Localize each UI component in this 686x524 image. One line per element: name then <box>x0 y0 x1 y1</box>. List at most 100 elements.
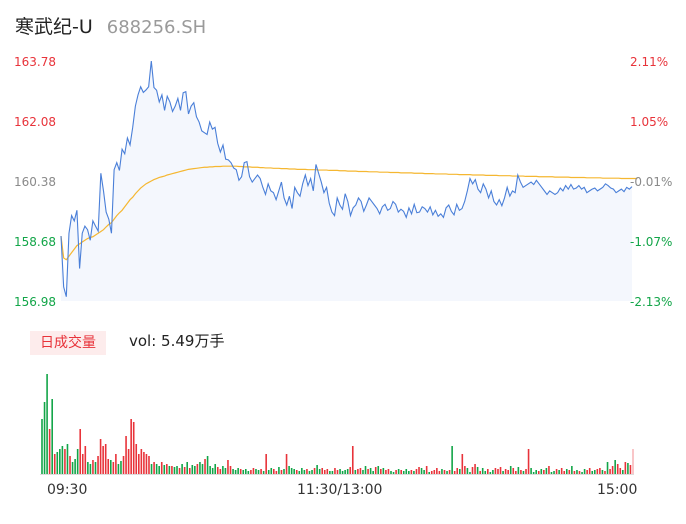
volume-bar <box>224 468 227 474</box>
volume-bar <box>104 444 107 474</box>
y-right-tick-2: -0.01% <box>630 175 673 189</box>
y-right-tick-0: 2.11% <box>630 55 669 69</box>
volume-bar <box>487 469 489 474</box>
volume-bar <box>464 466 466 474</box>
volume-bar <box>48 429 51 474</box>
volume-bar <box>622 470 624 474</box>
volume-bar <box>593 470 596 474</box>
volume-bar <box>252 468 255 474</box>
volume-bar <box>471 467 474 474</box>
volume-bar <box>555 469 558 474</box>
volume-bar <box>581 472 583 474</box>
volume-bar <box>374 467 377 474</box>
volume-bar <box>326 469 329 474</box>
volume-bar <box>285 454 288 474</box>
volume-bar <box>112 462 115 474</box>
volume-bar <box>616 464 619 474</box>
volume-bar <box>520 470 522 474</box>
volume-bar <box>390 471 392 474</box>
volume-bar <box>362 470 364 474</box>
volume-bar <box>242 470 245 474</box>
volume-bar <box>222 466 224 474</box>
volume-bar <box>194 466 196 474</box>
volume-bar <box>145 454 148 474</box>
volume-bar <box>94 462 97 474</box>
volume-bar <box>565 469 568 474</box>
volume-bar <box>527 449 530 474</box>
volume-bar <box>571 466 573 474</box>
volume-bar <box>504 469 507 474</box>
volume-bar <box>499 467 502 474</box>
volume-bar <box>321 468 324 474</box>
volume-bar <box>599 468 601 474</box>
volume-bar <box>425 466 428 474</box>
volume-bar <box>377 466 380 474</box>
volume-bar <box>283 469 285 474</box>
volume-bar <box>433 470 436 474</box>
volume-bar <box>288 466 290 474</box>
volume-bar <box>51 399 53 474</box>
volume-bar <box>563 471 566 474</box>
volume-bar <box>176 466 178 474</box>
volume-bar <box>359 468 362 474</box>
volume-bar <box>166 464 168 474</box>
volume-bar <box>214 464 217 474</box>
volume-bar <box>560 468 563 474</box>
volume-bar <box>568 470 571 474</box>
daily-volume-badge[interactable]: 日成交量 <box>30 331 106 355</box>
volume-bar <box>492 470 494 474</box>
volume-bar <box>545 468 548 474</box>
volume-bar <box>346 469 349 474</box>
volume-bar <box>61 446 64 474</box>
volume-bar <box>318 469 321 474</box>
volume-bar <box>247 471 250 474</box>
volume-bar <box>74 459 76 474</box>
volume-bar <box>448 470 451 474</box>
volume-bar <box>588 468 591 474</box>
volume-bar <box>484 471 487 474</box>
volume-bar <box>364 466 367 474</box>
volume-bar <box>204 459 206 474</box>
volume-bar <box>525 469 527 474</box>
volume-bar <box>446 471 448 474</box>
volume-bar <box>69 456 71 474</box>
volume-bar <box>550 472 553 474</box>
volume-bar <box>469 472 471 474</box>
volume-bar <box>548 466 550 474</box>
volume-bar <box>219 469 222 474</box>
y-right-tick-4: -2.13% <box>630 295 673 309</box>
volume-bar <box>311 470 313 474</box>
volume-bar <box>420 468 423 474</box>
volume-bar <box>423 470 425 474</box>
x-tick-midday: 11:30/13:00 <box>297 482 383 498</box>
volume-bar <box>41 419 43 474</box>
volume-bar <box>150 464 153 474</box>
volume-bar <box>132 422 135 474</box>
volume-bar <box>341 471 344 474</box>
volume-bar <box>415 469 418 474</box>
volume-bar <box>265 454 267 474</box>
volume-bar <box>188 468 191 474</box>
volume-bar <box>438 471 441 474</box>
volume-bar <box>382 468 385 474</box>
volume-bar <box>380 469 382 474</box>
volume-bar <box>354 470 357 474</box>
volume-bar <box>270 468 273 474</box>
stock-name: 寒武纪-U <box>15 16 93 38</box>
volume-bar <box>148 456 150 474</box>
volume-bar <box>614 460 616 474</box>
volume-bar <box>632 449 634 474</box>
volume-bar <box>387 469 390 474</box>
volume-bar <box>301 468 303 474</box>
volume-bar <box>122 456 125 474</box>
volume-bar <box>229 466 232 474</box>
volume-bar <box>576 470 578 474</box>
volume-bar <box>573 471 576 474</box>
volume-bar <box>303 470 306 474</box>
volume-bar <box>107 459 110 474</box>
x-tick-close: 15:00 <box>597 482 638 498</box>
volume-bar <box>267 470 270 474</box>
volume-bar <box>466 468 469 474</box>
volume-bar <box>329 471 331 474</box>
